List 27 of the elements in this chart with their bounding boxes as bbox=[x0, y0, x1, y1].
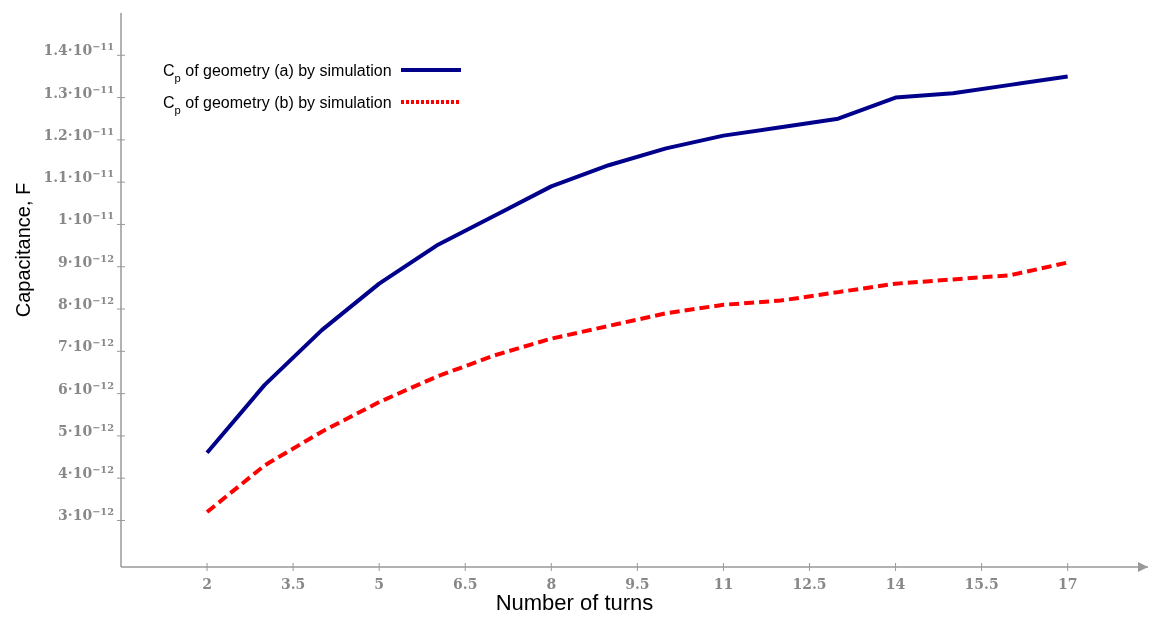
y-tick-label: 6·10$^{−12}$ bbox=[58, 379, 114, 397]
x-axis-title: Number of turns bbox=[495, 590, 654, 615]
x-tick-label: 5 bbox=[374, 576, 385, 592]
x-tick-label: 9.5 bbox=[625, 576, 650, 592]
y-tick-label: 4·10$^{−12}$ bbox=[58, 463, 114, 482]
y-tick-label: 5·10$^{−12}$ bbox=[58, 421, 114, 439]
y-tick-label: 8·10$^{−12}$ bbox=[58, 294, 114, 313]
y-tick-label: 1·10$^{−11}$ bbox=[58, 209, 114, 228]
y-tick-label: 1.3·10$^{−11}$ bbox=[43, 83, 114, 101]
y-tick-label: 1.4·10$^{−11}$ bbox=[43, 40, 114, 59]
y-tick-label: 1.2·10$^{−11}$ bbox=[43, 125, 114, 143]
legend-label: C$_{p}$ of geometry (a) by simulation bbox=[163, 62, 392, 84]
x-tick-label: 15.5 bbox=[964, 576, 999, 592]
y-axis-title: Capacitance, F bbox=[12, 182, 34, 318]
x-tick-label: 17 bbox=[1057, 576, 1078, 592]
x-tick-label: 11 bbox=[713, 576, 734, 592]
y-tick-label: 3·10$^{−12}$ bbox=[58, 505, 114, 524]
x-tick-label: 6.5 bbox=[453, 576, 478, 592]
x-tick-label: 14 bbox=[885, 576, 906, 592]
legend-label: C$_{p}$ of geometry (b) by simulation bbox=[163, 94, 392, 116]
y-tick-label: 9·10$^{−12}$ bbox=[58, 252, 114, 270]
x-tick-label: 8 bbox=[546, 576, 557, 592]
y-tick-label: 1.1·10$^{−11}$ bbox=[43, 167, 114, 186]
x-tick-label: 12.5 bbox=[792, 576, 827, 592]
y-tick-label: 7·10$^{−12}$ bbox=[58, 336, 114, 355]
x-tick-label: 3.5 bbox=[280, 576, 306, 592]
x-tick-label: 2 bbox=[202, 576, 212, 592]
